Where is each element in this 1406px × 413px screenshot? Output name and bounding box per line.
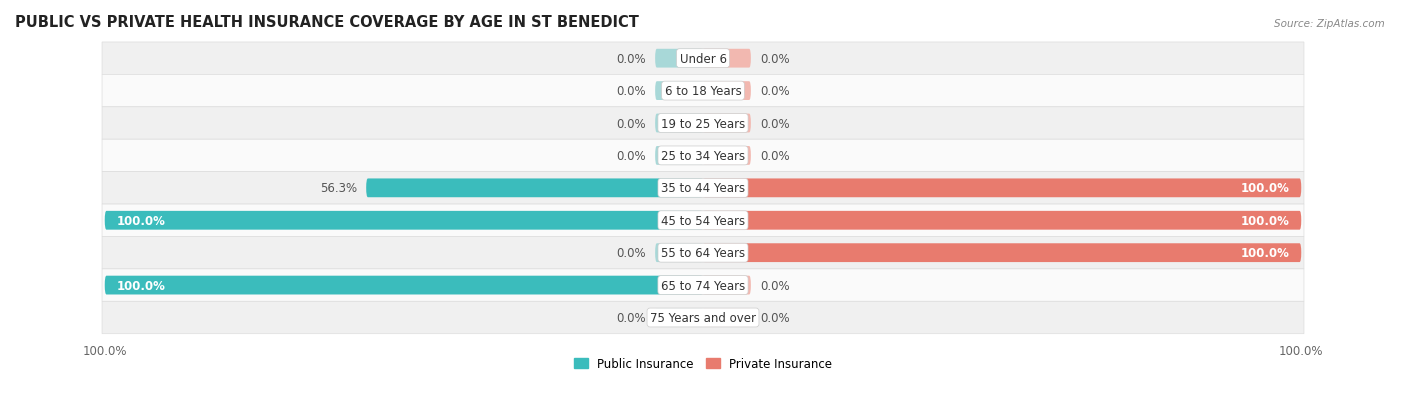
FancyBboxPatch shape xyxy=(103,140,1303,172)
Text: 19 to 25 Years: 19 to 25 Years xyxy=(661,117,745,130)
Text: 65 to 74 Years: 65 to 74 Years xyxy=(661,279,745,292)
FancyBboxPatch shape xyxy=(703,244,1302,262)
FancyBboxPatch shape xyxy=(104,276,703,295)
FancyBboxPatch shape xyxy=(703,276,751,295)
Text: 0.0%: 0.0% xyxy=(617,117,647,130)
Legend: Public Insurance, Private Insurance: Public Insurance, Private Insurance xyxy=(569,353,837,375)
FancyBboxPatch shape xyxy=(103,301,1303,334)
FancyBboxPatch shape xyxy=(703,179,1302,198)
FancyBboxPatch shape xyxy=(103,204,1303,237)
FancyBboxPatch shape xyxy=(655,147,703,166)
FancyBboxPatch shape xyxy=(655,114,703,133)
FancyBboxPatch shape xyxy=(703,211,1302,230)
Text: 0.0%: 0.0% xyxy=(617,52,647,66)
FancyBboxPatch shape xyxy=(655,82,703,101)
FancyBboxPatch shape xyxy=(703,114,751,133)
Text: 0.0%: 0.0% xyxy=(759,279,789,292)
FancyBboxPatch shape xyxy=(103,172,1303,204)
Text: 0.0%: 0.0% xyxy=(759,117,789,130)
Text: 0.0%: 0.0% xyxy=(759,52,789,66)
Text: 0.0%: 0.0% xyxy=(759,85,789,98)
FancyBboxPatch shape xyxy=(366,179,703,198)
Text: 0.0%: 0.0% xyxy=(617,85,647,98)
Text: PUBLIC VS PRIVATE HEALTH INSURANCE COVERAGE BY AGE IN ST BENEDICT: PUBLIC VS PRIVATE HEALTH INSURANCE COVER… xyxy=(15,15,638,30)
Text: 6 to 18 Years: 6 to 18 Years xyxy=(665,85,741,98)
Text: 75 Years and over: 75 Years and over xyxy=(650,311,756,324)
Text: Source: ZipAtlas.com: Source: ZipAtlas.com xyxy=(1274,19,1385,28)
Text: 56.3%: 56.3% xyxy=(321,182,357,195)
Text: Under 6: Under 6 xyxy=(679,52,727,66)
Text: 100.0%: 100.0% xyxy=(1240,182,1289,195)
Text: 45 to 54 Years: 45 to 54 Years xyxy=(661,214,745,227)
Text: 100.0%: 100.0% xyxy=(117,214,166,227)
Text: 0.0%: 0.0% xyxy=(759,311,789,324)
FancyBboxPatch shape xyxy=(103,107,1303,140)
Text: 0.0%: 0.0% xyxy=(617,247,647,259)
Text: 100.0%: 100.0% xyxy=(1240,247,1289,259)
Text: 55 to 64 Years: 55 to 64 Years xyxy=(661,247,745,259)
FancyBboxPatch shape xyxy=(703,50,751,69)
FancyBboxPatch shape xyxy=(655,50,703,69)
FancyBboxPatch shape xyxy=(103,75,1303,107)
Text: 100.0%: 100.0% xyxy=(117,279,166,292)
Text: 25 to 34 Years: 25 to 34 Years xyxy=(661,150,745,163)
FancyBboxPatch shape xyxy=(703,82,751,101)
FancyBboxPatch shape xyxy=(104,211,703,230)
Text: 0.0%: 0.0% xyxy=(617,150,647,163)
FancyBboxPatch shape xyxy=(103,43,1303,75)
FancyBboxPatch shape xyxy=(655,244,703,262)
Text: 100.0%: 100.0% xyxy=(1240,214,1289,227)
FancyBboxPatch shape xyxy=(703,147,751,166)
Text: 35 to 44 Years: 35 to 44 Years xyxy=(661,182,745,195)
FancyBboxPatch shape xyxy=(103,237,1303,269)
Text: 0.0%: 0.0% xyxy=(759,150,789,163)
FancyBboxPatch shape xyxy=(103,269,1303,301)
Text: 0.0%: 0.0% xyxy=(617,311,647,324)
FancyBboxPatch shape xyxy=(703,309,751,327)
FancyBboxPatch shape xyxy=(655,309,703,327)
